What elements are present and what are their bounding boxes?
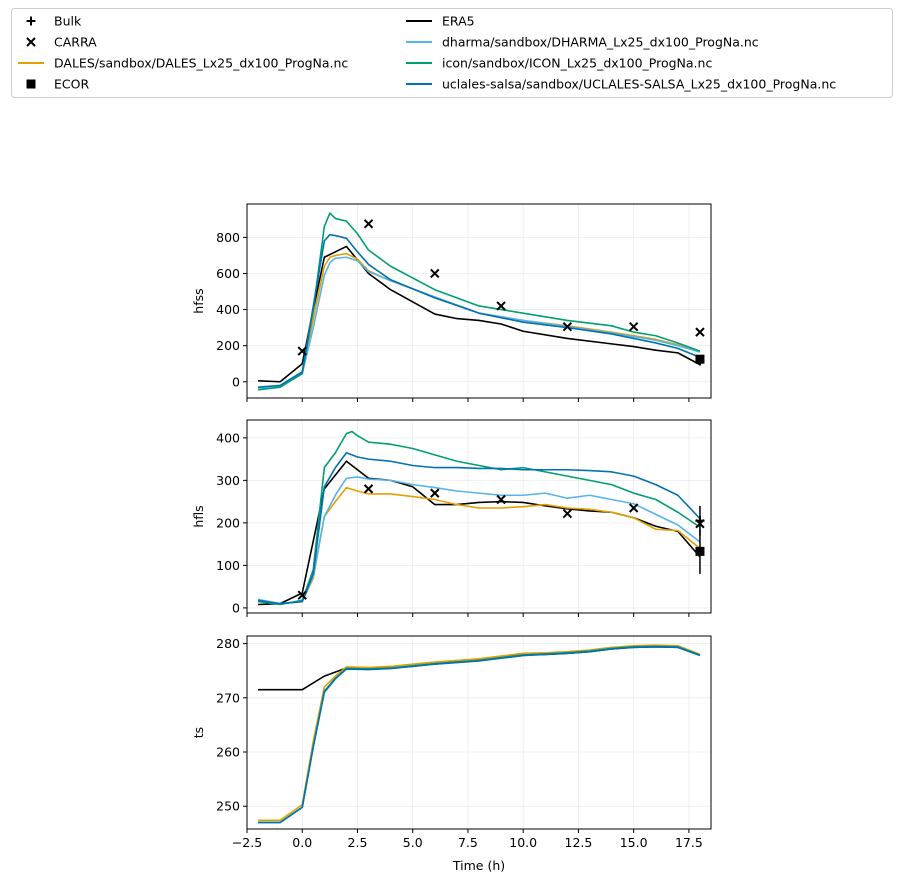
y-tick-label: 0 [232,600,240,615]
y-axis-label: hfss [191,288,206,313]
axes-frame [246,419,712,614]
legend: Bulk CARRA DALES/sandbox/DALES_Lx25_dx100_… [11,8,893,98]
carra-point [496,301,506,311]
series-line [257,233,701,388]
legend-marker [26,16,36,26]
x-tick-label: 5.0 [403,835,423,850]
carra-point [562,322,573,332]
legend-label: DALES/sandbox/DALES_Lx25_dx100_ProgNa.nc [54,56,348,71]
y-tick-label: 100 [216,558,240,573]
legend-label: Bulk [54,14,82,29]
plot-area [257,430,701,606]
carra-point [628,503,639,513]
legend-label: icon/sandbox/ICON_Lx25_dx100_ProgNa.nc [442,56,712,71]
carra-point [496,494,506,505]
bulk-point [695,356,705,366]
legend-frame [11,8,893,98]
legend-label: ECOR [54,77,89,92]
carra-point [430,268,440,279]
bulk-point [695,516,705,526]
x-tick-label: 2.5 [348,835,368,850]
series-line [258,644,701,822]
y-tick-label: 250 [216,799,240,814]
legend-label: ERA5 [442,14,475,29]
legend-marker [26,37,36,47]
y-tick-label: 260 [216,745,240,760]
y-tick-label: 300 [216,473,240,488]
carra-point [363,484,374,494]
carra-point [695,327,705,337]
panel-ts: −2.5 0.0 2.5 5.0 7.5 10.0 12.5 15.0 17.5 250 260 27… [191,635,712,850]
carra-point [562,508,573,519]
axes-frame [246,635,712,830]
y-tick-label: 200 [216,515,240,530]
y-tick-label: 800 [216,230,240,245]
carra-point [363,219,374,229]
series-line [257,430,701,606]
series-line [257,256,701,389]
y-tick-label: 400 [216,302,240,317]
x-tick-label: 12.5 [565,835,593,850]
carra-point [628,322,639,332]
series-line [257,451,701,605]
series-line [258,646,701,824]
x-axis-label: Time (h) [452,858,505,873]
carra-point [430,488,440,498]
panels: 0 200 400 600 800 hfss 0 100 200 300 400 hfls −2.5 0.… [191,203,712,873]
plot-area [258,644,701,824]
axes-frame [246,203,712,399]
legend-label: uclales-salsa/sandbox/UCLALES-SALSA_Lx25… [442,77,836,92]
x-tick-label: 10.0 [509,835,537,850]
y-axis-label: hfls [191,505,206,527]
panel-hfss: 0 200 400 600 800 hfss [191,203,712,402]
legend-label: CARRA [54,35,97,50]
y-axis-label: ts [191,727,206,738]
panel-hfls: 0 100 200 300 400 hfls [191,419,712,617]
x-tick-label: 15.0 [620,835,648,850]
y-tick-label: 270 [216,690,240,705]
x-tick-label: −2.5 [232,835,262,850]
x-tick-label: 0.0 [292,835,312,850]
x-tick-label: 7.5 [458,835,478,850]
y-tick-label: 200 [216,338,240,353]
y-tick-label: 0 [232,374,240,389]
legend-label: dharma/sandbox/DHARMA_Lx25_dx100_ProgNa.… [442,35,759,50]
series-line [257,476,701,605]
plot-area [257,212,701,391]
carra-point [297,346,307,356]
y-tick-label: 600 [216,266,240,281]
legend-marker [26,79,36,89]
x-tick-label: 17.5 [675,835,703,850]
y-tick-label: 400 [216,430,240,445]
ecor-point [695,546,705,556]
y-tick-label: 280 [216,636,240,651]
carra-point [297,590,307,600]
